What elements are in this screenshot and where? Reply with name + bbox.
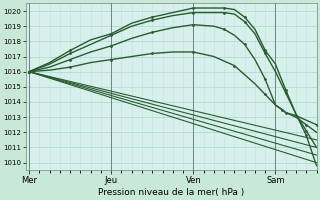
X-axis label: Pression niveau de la mer( hPa ): Pression niveau de la mer( hPa ) [98,188,244,197]
